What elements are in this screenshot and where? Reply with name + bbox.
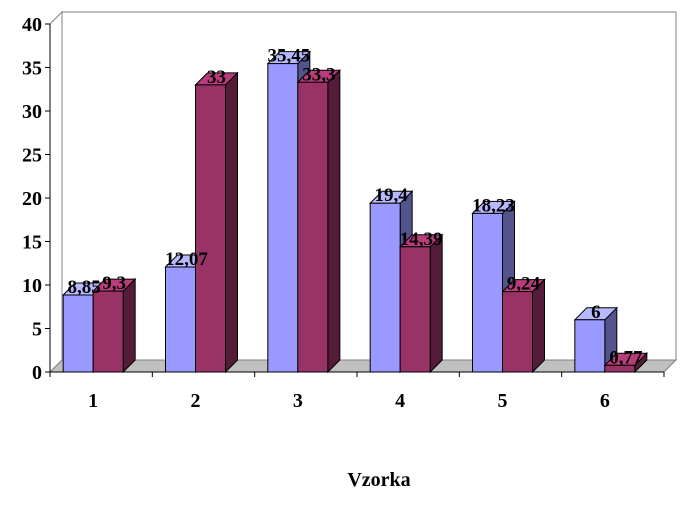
data-label: 33	[207, 67, 226, 88]
bar	[603, 352, 649, 374]
back-wall	[61, 11, 677, 361]
bar	[501, 278, 546, 374]
bar	[296, 69, 342, 374]
side-wall	[49, 10, 63, 374]
x-tick-label: 1	[88, 390, 98, 412]
x-axis: 1 2 3 4 5 6	[49, 371, 665, 412]
bar-front	[297, 81, 329, 373]
bar-front	[399, 246, 431, 373]
y-tick-label: 15	[22, 232, 42, 254]
y-axis: 0 5 10 15 20 25 30 35 40	[22, 14, 51, 384]
x-tick-label: 4	[395, 390, 405, 412]
plot-area	[49, 10, 677, 374]
y-tick-label: 0	[32, 362, 42, 384]
y-tick-label: 10	[22, 275, 42, 297]
y-tick-label: 35	[22, 58, 42, 80]
bar	[573, 306, 619, 374]
bar-front	[574, 319, 606, 373]
x-tick-label: 2	[191, 390, 201, 412]
data-label: 33,3	[302, 64, 335, 85]
bar-front	[267, 63, 299, 373]
data-label: 12,07	[165, 249, 208, 270]
data-label: 0,77	[609, 347, 643, 368]
x-tick-label: 6	[600, 390, 610, 412]
bar-front	[165, 266, 196, 373]
bar-side	[327, 69, 341, 374]
data-label: 9,24	[507, 274, 541, 295]
x-axis-title: Vzorka	[347, 469, 410, 491]
bar-side	[429, 233, 443, 374]
x-tick-label: 5	[498, 390, 508, 412]
bar-side	[225, 71, 238, 374]
bar-front	[195, 84, 226, 373]
data-label: 18,23	[472, 195, 515, 216]
x-tick-label: 3	[293, 390, 303, 412]
data-label: 8,85	[68, 277, 101, 298]
bar-front	[502, 291, 533, 373]
bar-front	[92, 290, 124, 373]
bar-front	[62, 294, 94, 373]
bars	[61, 50, 649, 374]
data-label: 19,4	[375, 185, 409, 206]
y-tick-label: 25	[22, 145, 42, 167]
y-tick-label: 5	[32, 319, 42, 341]
y-tick-label: 40	[22, 14, 42, 36]
bar	[194, 71, 239, 374]
bar	[398, 233, 444, 374]
data-label: 9,3	[102, 273, 126, 294]
data-label: 35,45	[267, 46, 310, 67]
data-label: 14,39	[400, 229, 443, 250]
y-tick-label: 30	[22, 101, 42, 123]
bar-front	[472, 212, 503, 373]
data-label: 6	[591, 302, 601, 323]
y-tick-label: 20	[22, 188, 42, 210]
bar-front	[369, 202, 401, 373]
